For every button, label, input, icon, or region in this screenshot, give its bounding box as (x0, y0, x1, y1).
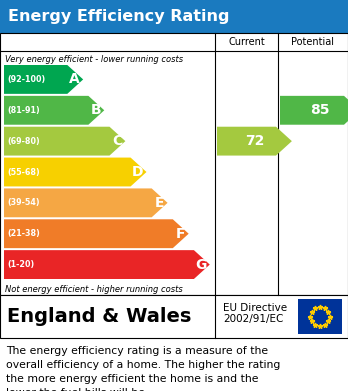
Text: Very energy efficient - lower running costs: Very energy efficient - lower running co… (5, 54, 183, 63)
Polygon shape (4, 127, 125, 156)
Text: Potential: Potential (292, 37, 334, 47)
Text: D: D (132, 165, 143, 179)
Polygon shape (4, 96, 104, 125)
Polygon shape (4, 250, 210, 279)
Text: (92-100): (92-100) (7, 75, 45, 84)
Polygon shape (4, 65, 83, 94)
Text: 85: 85 (310, 103, 330, 117)
Bar (0, 33, 348, 295)
Text: (39-54): (39-54) (7, 198, 40, 207)
Text: 72: 72 (245, 134, 264, 148)
Polygon shape (4, 219, 189, 248)
Text: Not energy efficient - higher running costs: Not energy efficient - higher running co… (5, 285, 183, 294)
Text: (81-91): (81-91) (7, 106, 40, 115)
Text: Current: Current (228, 37, 265, 47)
Text: (55-68): (55-68) (7, 167, 40, 176)
Text: C: C (112, 134, 122, 148)
Text: G: G (195, 258, 207, 272)
Bar (298, 299, 342, 334)
Text: E: E (155, 196, 165, 210)
Text: A: A (69, 72, 80, 86)
Text: (1-20): (1-20) (7, 260, 34, 269)
Text: F: F (176, 227, 186, 241)
Text: Energy Efficiency Rating: Energy Efficiency Rating (8, 9, 229, 24)
Text: (69-80): (69-80) (7, 136, 40, 145)
Text: The energy efficiency rating is a measure of the
overall efficiency of a home. T: The energy efficiency rating is a measur… (6, 346, 280, 391)
Bar (0, 295, 348, 338)
Polygon shape (4, 158, 147, 187)
Text: B: B (90, 103, 101, 117)
Text: (21-38): (21-38) (7, 229, 40, 238)
Bar (0, 0, 348, 33)
Polygon shape (4, 188, 168, 217)
Text: EU Directive
2002/91/EC: EU Directive 2002/91/EC (223, 303, 287, 324)
Polygon shape (217, 127, 292, 156)
Text: England & Wales: England & Wales (7, 307, 191, 326)
Polygon shape (280, 96, 348, 125)
